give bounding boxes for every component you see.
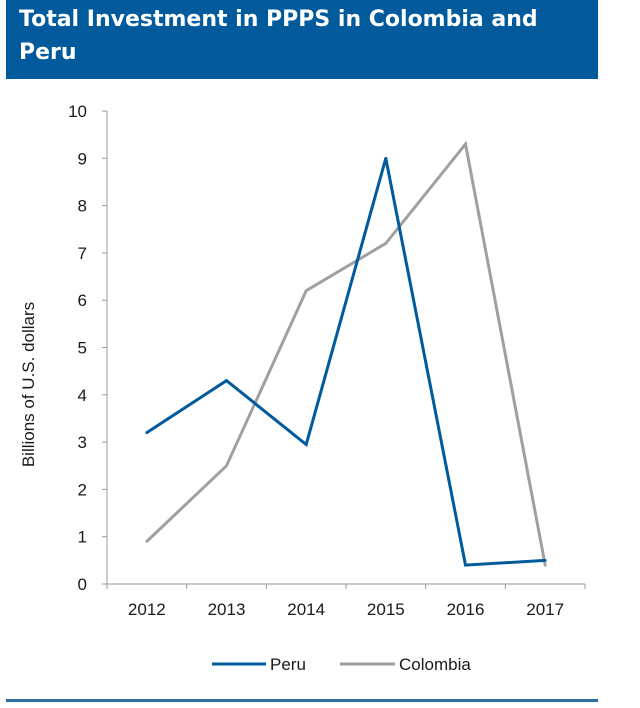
x-tick-label: 2017	[526, 600, 564, 619]
data-point-peru	[225, 379, 228, 383]
data-point-colombia	[225, 464, 228, 468]
data-point-peru	[384, 156, 388, 160]
data-point-colombia	[543, 563, 547, 567]
data-point-peru	[304, 443, 308, 446]
data-point-colombia	[145, 540, 149, 543]
x-tick-label: 2014	[287, 600, 325, 619]
data-point-colombia	[464, 142, 467, 146]
chart-header: Total Investment in PPPS in Colombia and…	[6, 0, 598, 79]
y-tick-label: 1	[78, 528, 87, 547]
data-point-peru	[464, 563, 467, 567]
data-point-peru	[145, 431, 149, 435]
y-tick-label: 5	[78, 339, 87, 358]
x-tick-label: 2013	[208, 600, 246, 619]
x-tick-label: 2012	[128, 600, 166, 619]
y-tick-label: 0	[78, 575, 87, 594]
data-point-colombia	[304, 289, 308, 293]
legend-label-peru: Peru	[270, 655, 306, 674]
y-tick-label: 2	[78, 480, 87, 499]
y-tick-label: 6	[78, 291, 87, 310]
y-tick-label: 4	[78, 386, 87, 405]
y-axis-title: Billions of U.S. dollars	[19, 302, 38, 467]
y-tick-label: 8	[78, 197, 87, 216]
data-point-peru	[543, 558, 547, 562]
y-tick-label: 9	[78, 149, 87, 168]
series-line-colombia	[145, 140, 547, 566]
legend-label-colombia: Colombia	[399, 655, 471, 674]
y-tick-label: 3	[78, 433, 87, 452]
bottom-divider	[6, 699, 598, 702]
data-point-colombia	[384, 242, 388, 245]
y-tick-label: 7	[78, 244, 87, 263]
x-tick-label: 2016	[447, 600, 485, 619]
chart-title: Total Investment in PPPS in Colombia and…	[19, 7, 538, 65]
y-tick-label: 10	[68, 102, 87, 121]
x-tick-label: 2015	[367, 600, 405, 619]
series-line-peru	[145, 157, 546, 567]
